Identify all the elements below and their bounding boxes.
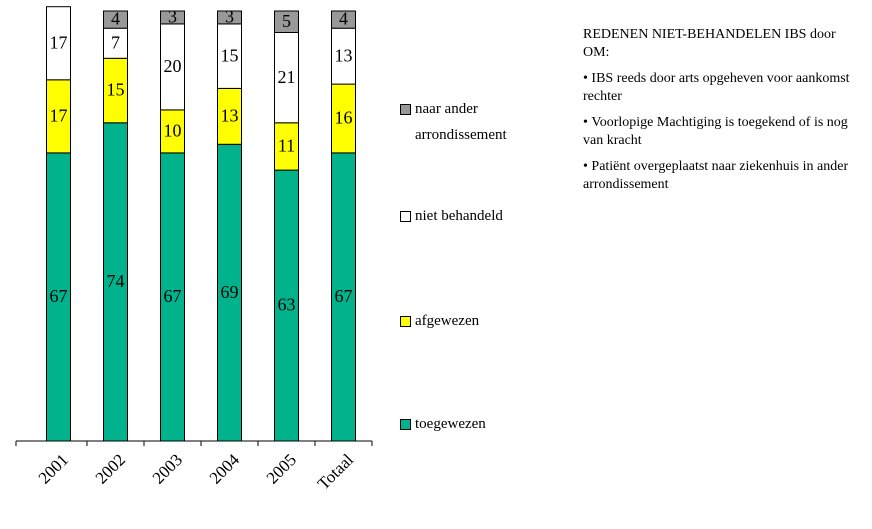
bar-segment — [103, 57, 128, 124]
legend-label: afgewezen — [415, 313, 480, 329]
bar-segment — [46, 152, 71, 442]
legend-item: naar ander arrondissement — [400, 96, 550, 148]
data-label: 4 — [339, 9, 348, 29]
bar-segment — [217, 87, 242, 145]
data-label: 74 — [107, 271, 125, 291]
legend-swatch — [400, 211, 411, 222]
x-tick-label: 2003 — [149, 450, 186, 487]
legend-item: toegewezen — [400, 411, 550, 437]
legend-item: afgewezen — [400, 308, 550, 334]
note-item: IBS reeds door arts opgeheven voor aanko… — [583, 70, 868, 106]
bar-segment — [103, 10, 128, 29]
data-label: 17 — [50, 105, 68, 125]
x-tick-label: 2004 — [206, 450, 244, 488]
data-label: 17 — [50, 32, 68, 52]
notes-title: REDENEN NIET-BEHANDELEN IBS door OM: — [583, 27, 836, 60]
x-tick-label: Totaal — [314, 450, 357, 493]
note-item: Voorlopige Machtiging is toegekend of is… — [583, 114, 868, 150]
data-label: 67 — [50, 286, 68, 306]
legend-swatch — [400, 419, 411, 430]
note-item: Patiënt overgeplaatst naar ziekenhuis in… — [583, 158, 868, 194]
data-label: 69 — [221, 282, 239, 302]
legend-label: niet behandeld — [415, 208, 503, 224]
bar-segment — [160, 23, 185, 111]
bar-segment — [274, 10, 299, 33]
x-tick-label: 2001 — [35, 450, 72, 487]
data-label: 3 — [225, 7, 234, 27]
x-tick-label: 2002 — [92, 450, 129, 487]
data-label: 13 — [335, 45, 353, 65]
bar-segment — [274, 122, 299, 171]
data-label: 10 — [164, 121, 182, 141]
bar-segment — [331, 152, 356, 442]
data-label: 67 — [335, 286, 353, 306]
data-label: 7 — [111, 32, 120, 52]
bar-segment — [46, 6, 71, 81]
bar-segment — [274, 169, 299, 442]
legend-item: niet behandeld — [400, 203, 550, 229]
data-label: 21 — [278, 67, 296, 87]
bar-segment — [331, 27, 356, 85]
data-label: 63 — [278, 295, 296, 315]
data-label: 20 — [164, 56, 182, 76]
legend-label: naar ander arrondissement — [415, 101, 507, 143]
legend-swatch — [400, 316, 411, 327]
bar-segment — [331, 10, 356, 29]
data-label: 11 — [278, 136, 295, 156]
bar-segment — [217, 10, 242, 25]
bar-segment — [160, 152, 185, 442]
legend-label: toegewezen — [415, 416, 486, 432]
notes: REDENEN NIET-BEHANDELEN IBS door OM: IBS… — [583, 26, 868, 202]
data-label: 3 — [168, 7, 177, 27]
bar-segment — [160, 109, 185, 154]
data-label: 67 — [164, 286, 182, 306]
bar-segment — [103, 27, 128, 59]
data-label: 16 — [335, 108, 353, 128]
bar-segment — [160, 10, 185, 25]
legend-swatch — [400, 104, 411, 115]
data-label: 5 — [282, 11, 291, 31]
data-label: 15 — [221, 45, 239, 65]
x-tick-label: 2005 — [263, 450, 300, 487]
data-label: 15 — [107, 80, 125, 100]
data-label: 4 — [111, 9, 120, 29]
data-label: 13 — [221, 105, 239, 125]
